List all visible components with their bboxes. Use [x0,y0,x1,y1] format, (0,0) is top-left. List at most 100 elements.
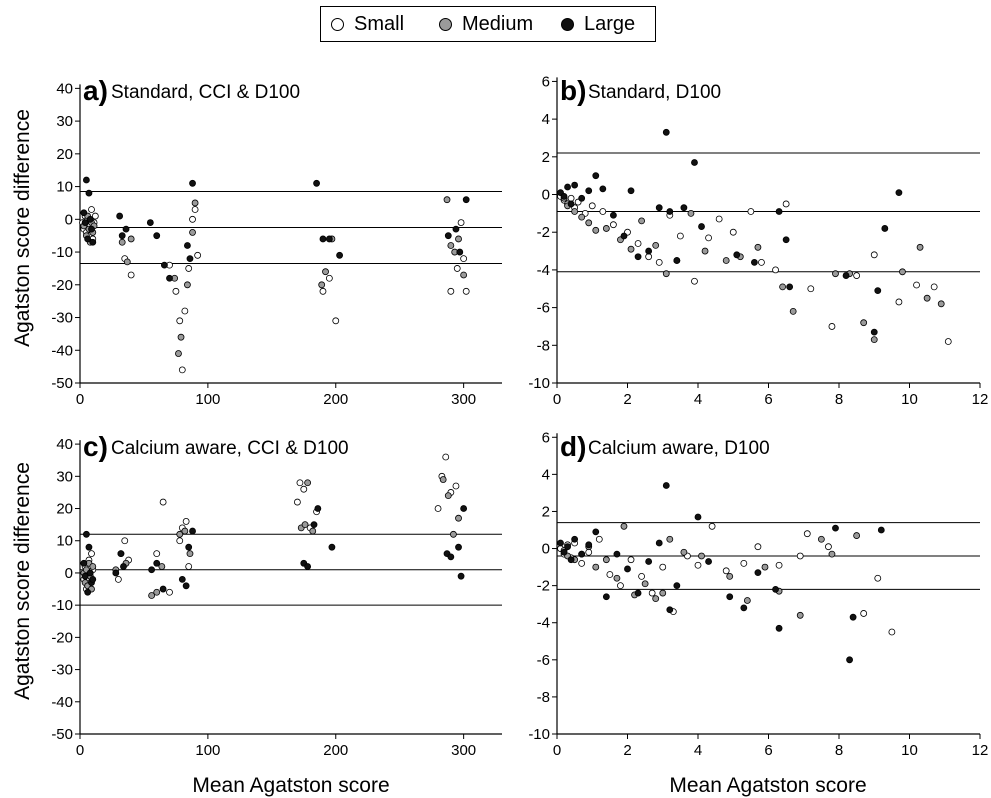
data-point-medium [853,532,861,539]
data-point-large [112,569,120,577]
legend-item-large: Large [561,7,635,41]
y-tick-label: 4 [542,111,550,128]
data-point-large [319,235,327,243]
data-point-large [81,572,89,580]
x-tick-label: 2 [623,742,631,759]
data-point-small [166,588,173,596]
data-point-medium [652,242,660,249]
data-point-small [772,266,779,274]
x-tick-label: 6 [764,742,772,759]
data-point-large [118,232,126,240]
data-point-large [585,187,593,195]
data-point-large [122,225,130,233]
data-point-large [186,255,194,263]
data-point-large [578,194,586,202]
legend-label-large: Large [584,12,636,35]
data-point-small [181,307,189,315]
data-point-large [726,593,734,601]
y-tick-label: -30 [51,662,73,679]
x-tick-label: 12 [972,742,989,759]
data-point-large [567,200,575,208]
y-tick-label: 10 [56,533,73,550]
data-point-large [452,225,460,233]
data-point-small [705,234,712,242]
data-point-small [176,317,184,325]
y-tick-label: 6 [542,73,550,90]
data-point-small [599,208,607,215]
y-tick-label: 40 [56,436,73,453]
data-point-large [148,566,156,574]
data-point-medium [870,336,878,344]
y-tick-label: -10 [528,375,550,392]
data-point-medium [761,563,769,571]
data-point-small [740,559,748,567]
panel-letter: d) [560,431,586,462]
panel-letter: c) [83,431,108,462]
data-point-medium [698,552,705,560]
data-point-medium [181,527,189,535]
data-point-medium [191,199,199,207]
data-point-small [332,317,340,325]
data-point-large [120,563,127,570]
data-point-large [182,582,190,590]
data-point-large [599,185,607,193]
data-point-medium [443,196,451,204]
data-point-large [85,543,93,551]
data-point-large [772,585,779,593]
data-point-small [567,194,575,202]
x-tick-label: 200 [323,391,348,408]
x-tick-label: 0 [76,742,84,759]
data-point-large [153,232,161,240]
data-point-large [85,189,93,197]
data-point-small [114,575,122,583]
data-point-medium [860,319,868,327]
data-point-medium [585,219,593,227]
data-point-medium [817,535,825,543]
data-point-small [462,287,470,295]
data-point-medium [592,226,600,234]
data-point-large [447,553,455,561]
x-tick-label: 4 [694,391,702,408]
y-tick-label: -4 [537,615,550,632]
data-point-medium [578,213,586,221]
data-point-large [782,236,790,244]
panel-title: Standard, D100 [588,82,721,103]
data-point-small [825,543,832,551]
data-point-large [314,505,322,512]
data-point-small [648,589,656,597]
data-point-small [930,283,938,291]
y-tick-label: -4 [537,262,550,279]
data-point-small [319,287,327,295]
data-point-large [666,208,674,215]
x-tick-label: 4 [694,742,702,759]
data-point-large [585,541,593,549]
data-point-large [877,526,885,534]
data-point-medium [450,530,457,538]
data-point-medium [89,563,97,570]
data-point-medium [153,588,161,596]
data-point-small [617,582,624,590]
x-tick-label: 100 [195,742,220,759]
data-point-small [708,522,716,530]
data-point-large [166,274,173,282]
data-point-small [796,552,804,560]
data-point-large [620,232,628,240]
data-point-large [160,261,168,269]
legend-label-small: Small [354,12,405,35]
data-point-large [775,208,783,215]
data-point-small [715,215,723,223]
y-tick-label: 0 [65,211,73,228]
y-tick-label: -40 [51,694,73,711]
data-point-large [81,219,89,226]
data-point-small [775,561,783,569]
data-point-medium [754,243,762,251]
data-point-medium [602,225,610,232]
data-point-large [655,204,663,212]
y-tick-label: 40 [56,80,73,97]
data-point-medium [189,229,196,236]
x-tick-label: 8 [835,391,843,408]
data-point-large [691,159,698,166]
data-point-large [666,606,674,614]
data-point-small [189,215,196,223]
data-point-small [88,206,95,213]
